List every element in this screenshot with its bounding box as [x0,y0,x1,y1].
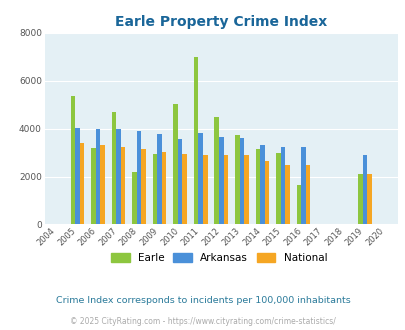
Bar [79,143,84,224]
Bar [367,174,371,224]
Bar [260,145,264,224]
Bar [223,155,228,224]
Bar [239,138,243,224]
Bar [111,112,116,224]
Bar [234,135,239,224]
Bar [357,174,362,224]
Bar [305,165,309,224]
Bar [296,185,301,224]
Bar [162,152,166,224]
Bar [100,145,104,224]
Bar [96,129,100,224]
Text: © 2025 CityRating.com - https://www.cityrating.com/crime-statistics/: © 2025 CityRating.com - https://www.city… [70,317,335,326]
Bar [284,165,289,224]
Bar [255,149,260,224]
Bar [70,96,75,224]
Bar [153,154,157,224]
Bar [121,148,125,224]
Bar [173,104,177,224]
Bar [198,134,202,224]
Bar [132,172,136,224]
Title: Earle Property Crime Index: Earle Property Crime Index [115,15,326,29]
Bar [141,148,145,224]
Bar [194,57,198,224]
Bar [136,131,141,224]
Legend: Earle, Arkansas, National: Earle, Arkansas, National [107,249,330,267]
Bar [182,153,187,224]
Bar [75,127,79,224]
Bar [177,139,182,224]
Bar [218,137,223,224]
Text: Crime Index corresponds to incidents per 100,000 inhabitants: Crime Index corresponds to incidents per… [55,296,350,305]
Bar [243,155,248,224]
Bar [91,148,96,224]
Bar [301,147,305,224]
Bar [214,117,218,224]
Bar [264,161,269,224]
Bar [116,129,121,224]
Bar [280,147,284,224]
Bar [202,154,207,224]
Bar [157,134,162,224]
Bar [275,152,280,224]
Bar [362,155,367,224]
